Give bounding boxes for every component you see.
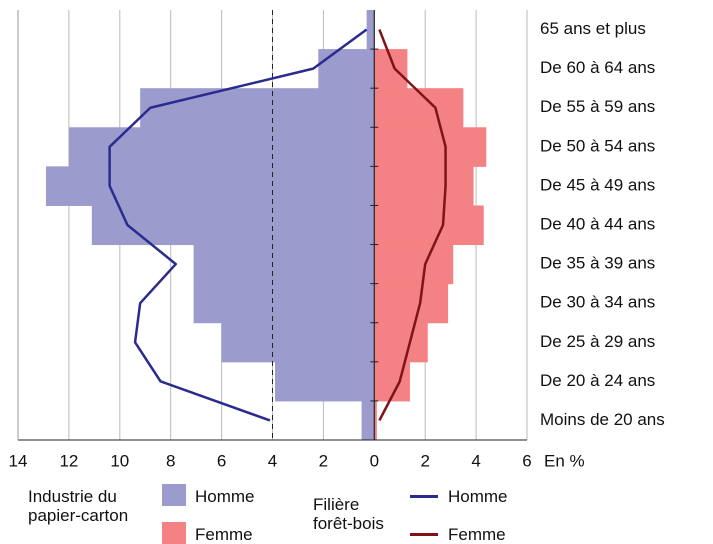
legend-label: Femme bbox=[195, 525, 253, 544]
category-label: Moins de 20 ans bbox=[540, 410, 665, 429]
category-label: De 30 à 34 ans bbox=[540, 293, 655, 312]
bar bbox=[45, 166, 375, 206]
category-label: De 20 à 24 ans bbox=[540, 371, 655, 390]
legend-swatch bbox=[162, 484, 186, 506]
category-label: De 25 à 29 ans bbox=[540, 332, 655, 351]
bar bbox=[374, 400, 377, 441]
bar bbox=[374, 205, 484, 246]
x-tick-label: 8 bbox=[166, 451, 175, 470]
x-tick-label: 2 bbox=[420, 451, 429, 470]
bar bbox=[193, 283, 375, 324]
x-tick-label: 14 bbox=[9, 451, 28, 470]
bar bbox=[374, 88, 464, 128]
category-label: De 55 à 59 ans bbox=[540, 97, 655, 116]
bar bbox=[193, 244, 375, 285]
x-unit-label: En % bbox=[544, 451, 585, 470]
legend-swatch bbox=[162, 522, 186, 544]
bar bbox=[221, 322, 375, 363]
legend-group-title: Industrie du papier-carton bbox=[28, 487, 129, 525]
bar bbox=[140, 88, 375, 128]
line-series bbox=[378, 29, 447, 422]
x-tick-label: 4 bbox=[471, 451, 480, 470]
bar bbox=[68, 127, 375, 167]
bar bbox=[366, 10, 375, 50]
bar bbox=[374, 166, 474, 206]
line-series bbox=[108, 28, 368, 422]
legend-group-title: Filière forêt-bois bbox=[313, 495, 384, 533]
bar bbox=[318, 49, 375, 89]
legend-label: Femme bbox=[448, 525, 506, 544]
bar bbox=[91, 205, 375, 246]
bar bbox=[374, 244, 454, 285]
bar bbox=[361, 400, 375, 441]
x-tick-label: 2 bbox=[319, 451, 328, 470]
legend-label: Homme bbox=[195, 487, 255, 506]
category-label: De 60 à 64 ans bbox=[540, 58, 655, 77]
x-tick-label: 0 bbox=[370, 451, 379, 470]
x-tick-label: 6 bbox=[522, 451, 531, 470]
x-tick-label: 6 bbox=[217, 451, 226, 470]
category-label: De 50 à 54 ans bbox=[540, 136, 655, 155]
x-tick-label: 12 bbox=[59, 451, 78, 470]
bar bbox=[275, 361, 375, 402]
legend-label: Homme bbox=[448, 487, 508, 506]
bar bbox=[374, 283, 449, 324]
x-tick-label: 4 bbox=[268, 451, 277, 470]
legend-line bbox=[410, 533, 438, 536]
legend-line bbox=[410, 495, 438, 498]
category-label: 65 ans et plus bbox=[540, 19, 646, 38]
bar bbox=[374, 127, 487, 167]
category-label: De 40 à 44 ans bbox=[540, 214, 655, 233]
x-tick-label: 10 bbox=[110, 451, 129, 470]
bar bbox=[374, 49, 408, 89]
category-label: De 45 à 49 ans bbox=[540, 175, 655, 194]
bar bbox=[374, 322, 428, 363]
category-label: De 35 à 39 ans bbox=[540, 254, 655, 273]
